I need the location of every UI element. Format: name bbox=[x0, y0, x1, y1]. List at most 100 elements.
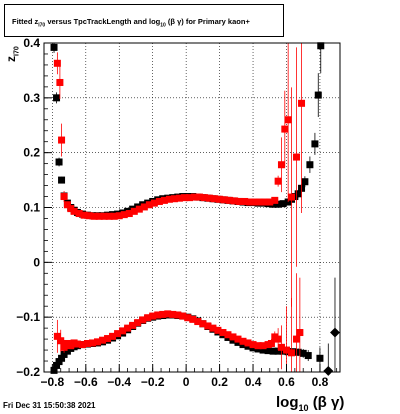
series-red-point bbox=[170, 195, 178, 203]
series-black-point bbox=[294, 190, 302, 198]
x-tick-label: −0.4 bbox=[107, 375, 131, 389]
series-black-point bbox=[55, 158, 63, 166]
chart-title-suffix: (β γ) for Primary kaon+ bbox=[167, 17, 250, 26]
series-red-point bbox=[251, 198, 259, 206]
series-red-point bbox=[293, 335, 301, 343]
series-red-point bbox=[185, 194, 193, 202]
y-axis-label: zI70 bbox=[4, 46, 20, 62]
series-red-point bbox=[179, 312, 187, 320]
series-red-point bbox=[189, 315, 197, 323]
x-axis-label: log10 (β γ) bbox=[276, 394, 344, 413]
x-axis-label-tail: (β γ) bbox=[312, 394, 345, 411]
series-red-point bbox=[219, 329, 227, 337]
series-black-point bbox=[301, 178, 309, 186]
series-red-point bbox=[140, 203, 148, 211]
series-black-point bbox=[264, 347, 272, 355]
series-black-point bbox=[274, 200, 282, 208]
series-red-point bbox=[80, 211, 88, 219]
series-black-point bbox=[306, 161, 314, 169]
series-red-point bbox=[60, 193, 68, 201]
series-red-point bbox=[211, 195, 219, 203]
series-red-point bbox=[175, 194, 183, 202]
series-black-point bbox=[317, 42, 325, 50]
series-red-point bbox=[296, 329, 304, 337]
series-red-point bbox=[104, 335, 112, 343]
series-red-point bbox=[194, 318, 202, 326]
series-red-point bbox=[63, 201, 71, 209]
series-red-point bbox=[199, 320, 207, 328]
series-black-point bbox=[294, 348, 302, 356]
series-black-point bbox=[314, 91, 322, 99]
series-red-point bbox=[196, 193, 204, 201]
chart-title-z-sub: I70 bbox=[38, 22, 46, 29]
series-red-point bbox=[229, 333, 237, 341]
series-red-point bbox=[180, 194, 188, 202]
series-red-point bbox=[94, 338, 102, 346]
series-red-point bbox=[216, 195, 224, 203]
series-red-point bbox=[135, 205, 143, 213]
series-red-point bbox=[288, 193, 296, 201]
x-tick-label: 0.6 bbox=[278, 375, 295, 389]
series-red-point bbox=[277, 161, 285, 169]
series-red-point bbox=[83, 339, 91, 347]
series-red-point bbox=[134, 319, 142, 327]
series-red-point bbox=[160, 196, 168, 204]
series-red-point bbox=[125, 210, 133, 218]
x-tick-label: −0.6 bbox=[74, 375, 98, 389]
series-red-point bbox=[256, 198, 264, 206]
series-red-point bbox=[271, 196, 279, 204]
series-red-point bbox=[298, 99, 306, 107]
series-red-point bbox=[85, 212, 93, 220]
series-red-point bbox=[119, 327, 127, 335]
series-red-point bbox=[114, 330, 122, 338]
series-red-point bbox=[53, 59, 61, 67]
series-black-point bbox=[53, 94, 61, 102]
series-red-point bbox=[246, 198, 254, 206]
series-red-point bbox=[234, 335, 242, 343]
y-tick-label: 0 bbox=[33, 255, 40, 269]
series-black-point bbox=[259, 346, 267, 354]
series-red-point bbox=[209, 324, 217, 332]
series-red-point bbox=[154, 311, 162, 319]
series-black-point bbox=[304, 352, 312, 360]
series-red-point bbox=[224, 331, 232, 339]
series-red-point bbox=[110, 212, 118, 220]
series-red-point bbox=[274, 177, 282, 185]
series-black-point bbox=[311, 140, 319, 148]
series-red-point bbox=[174, 311, 182, 319]
series-red-point bbox=[164, 310, 172, 318]
series-red-point bbox=[58, 136, 66, 144]
y-tick-label: 0.4 bbox=[23, 36, 40, 50]
series-red-point bbox=[288, 349, 296, 357]
series-red-point bbox=[53, 332, 61, 340]
date-stamp: Fri Dec 31 15:50:38 2021 bbox=[3, 401, 96, 410]
x-tick-label: −0.8 bbox=[41, 375, 65, 389]
tick-labels: −0.8 −0.6 −0.4 −0.2 0 0.2 0.4 0.6 0.8 −0.2 −0.1 0 0.… bbox=[16, 36, 328, 389]
y-axis-label-sub: I70 bbox=[13, 46, 21, 56]
series-red-point bbox=[150, 199, 158, 207]
series-red-point bbox=[259, 342, 267, 350]
series-red-point bbox=[266, 198, 274, 206]
series-red-point bbox=[159, 310, 167, 318]
series-red-point bbox=[206, 194, 214, 202]
series-red-point bbox=[78, 341, 86, 349]
series-red-point bbox=[60, 343, 68, 351]
series-red-point bbox=[241, 197, 249, 205]
chart-title-box: Fitted zI70 versus TpcTrackLength and lo… bbox=[4, 4, 284, 37]
series-red-point bbox=[284, 116, 292, 124]
series-red-point bbox=[191, 193, 199, 201]
series-red-point bbox=[70, 207, 78, 215]
chart-title-middle: versus TpcTrackLength and log bbox=[47, 17, 161, 26]
series-red-point bbox=[56, 78, 64, 86]
series-black-point bbox=[274, 347, 282, 355]
series-black-point bbox=[50, 366, 58, 374]
series-red-point bbox=[165, 195, 173, 203]
x-axis-label-sub: 10 bbox=[298, 403, 309, 413]
series-red-point bbox=[109, 332, 117, 340]
y-tick-label: 0.2 bbox=[23, 146, 40, 160]
y-axis-label-main: z bbox=[4, 56, 18, 62]
chart-title-z: z bbox=[34, 17, 39, 26]
y-tick-label: 0.1 bbox=[23, 201, 40, 215]
series-red-point bbox=[169, 310, 177, 318]
series-red-point bbox=[149, 312, 157, 320]
